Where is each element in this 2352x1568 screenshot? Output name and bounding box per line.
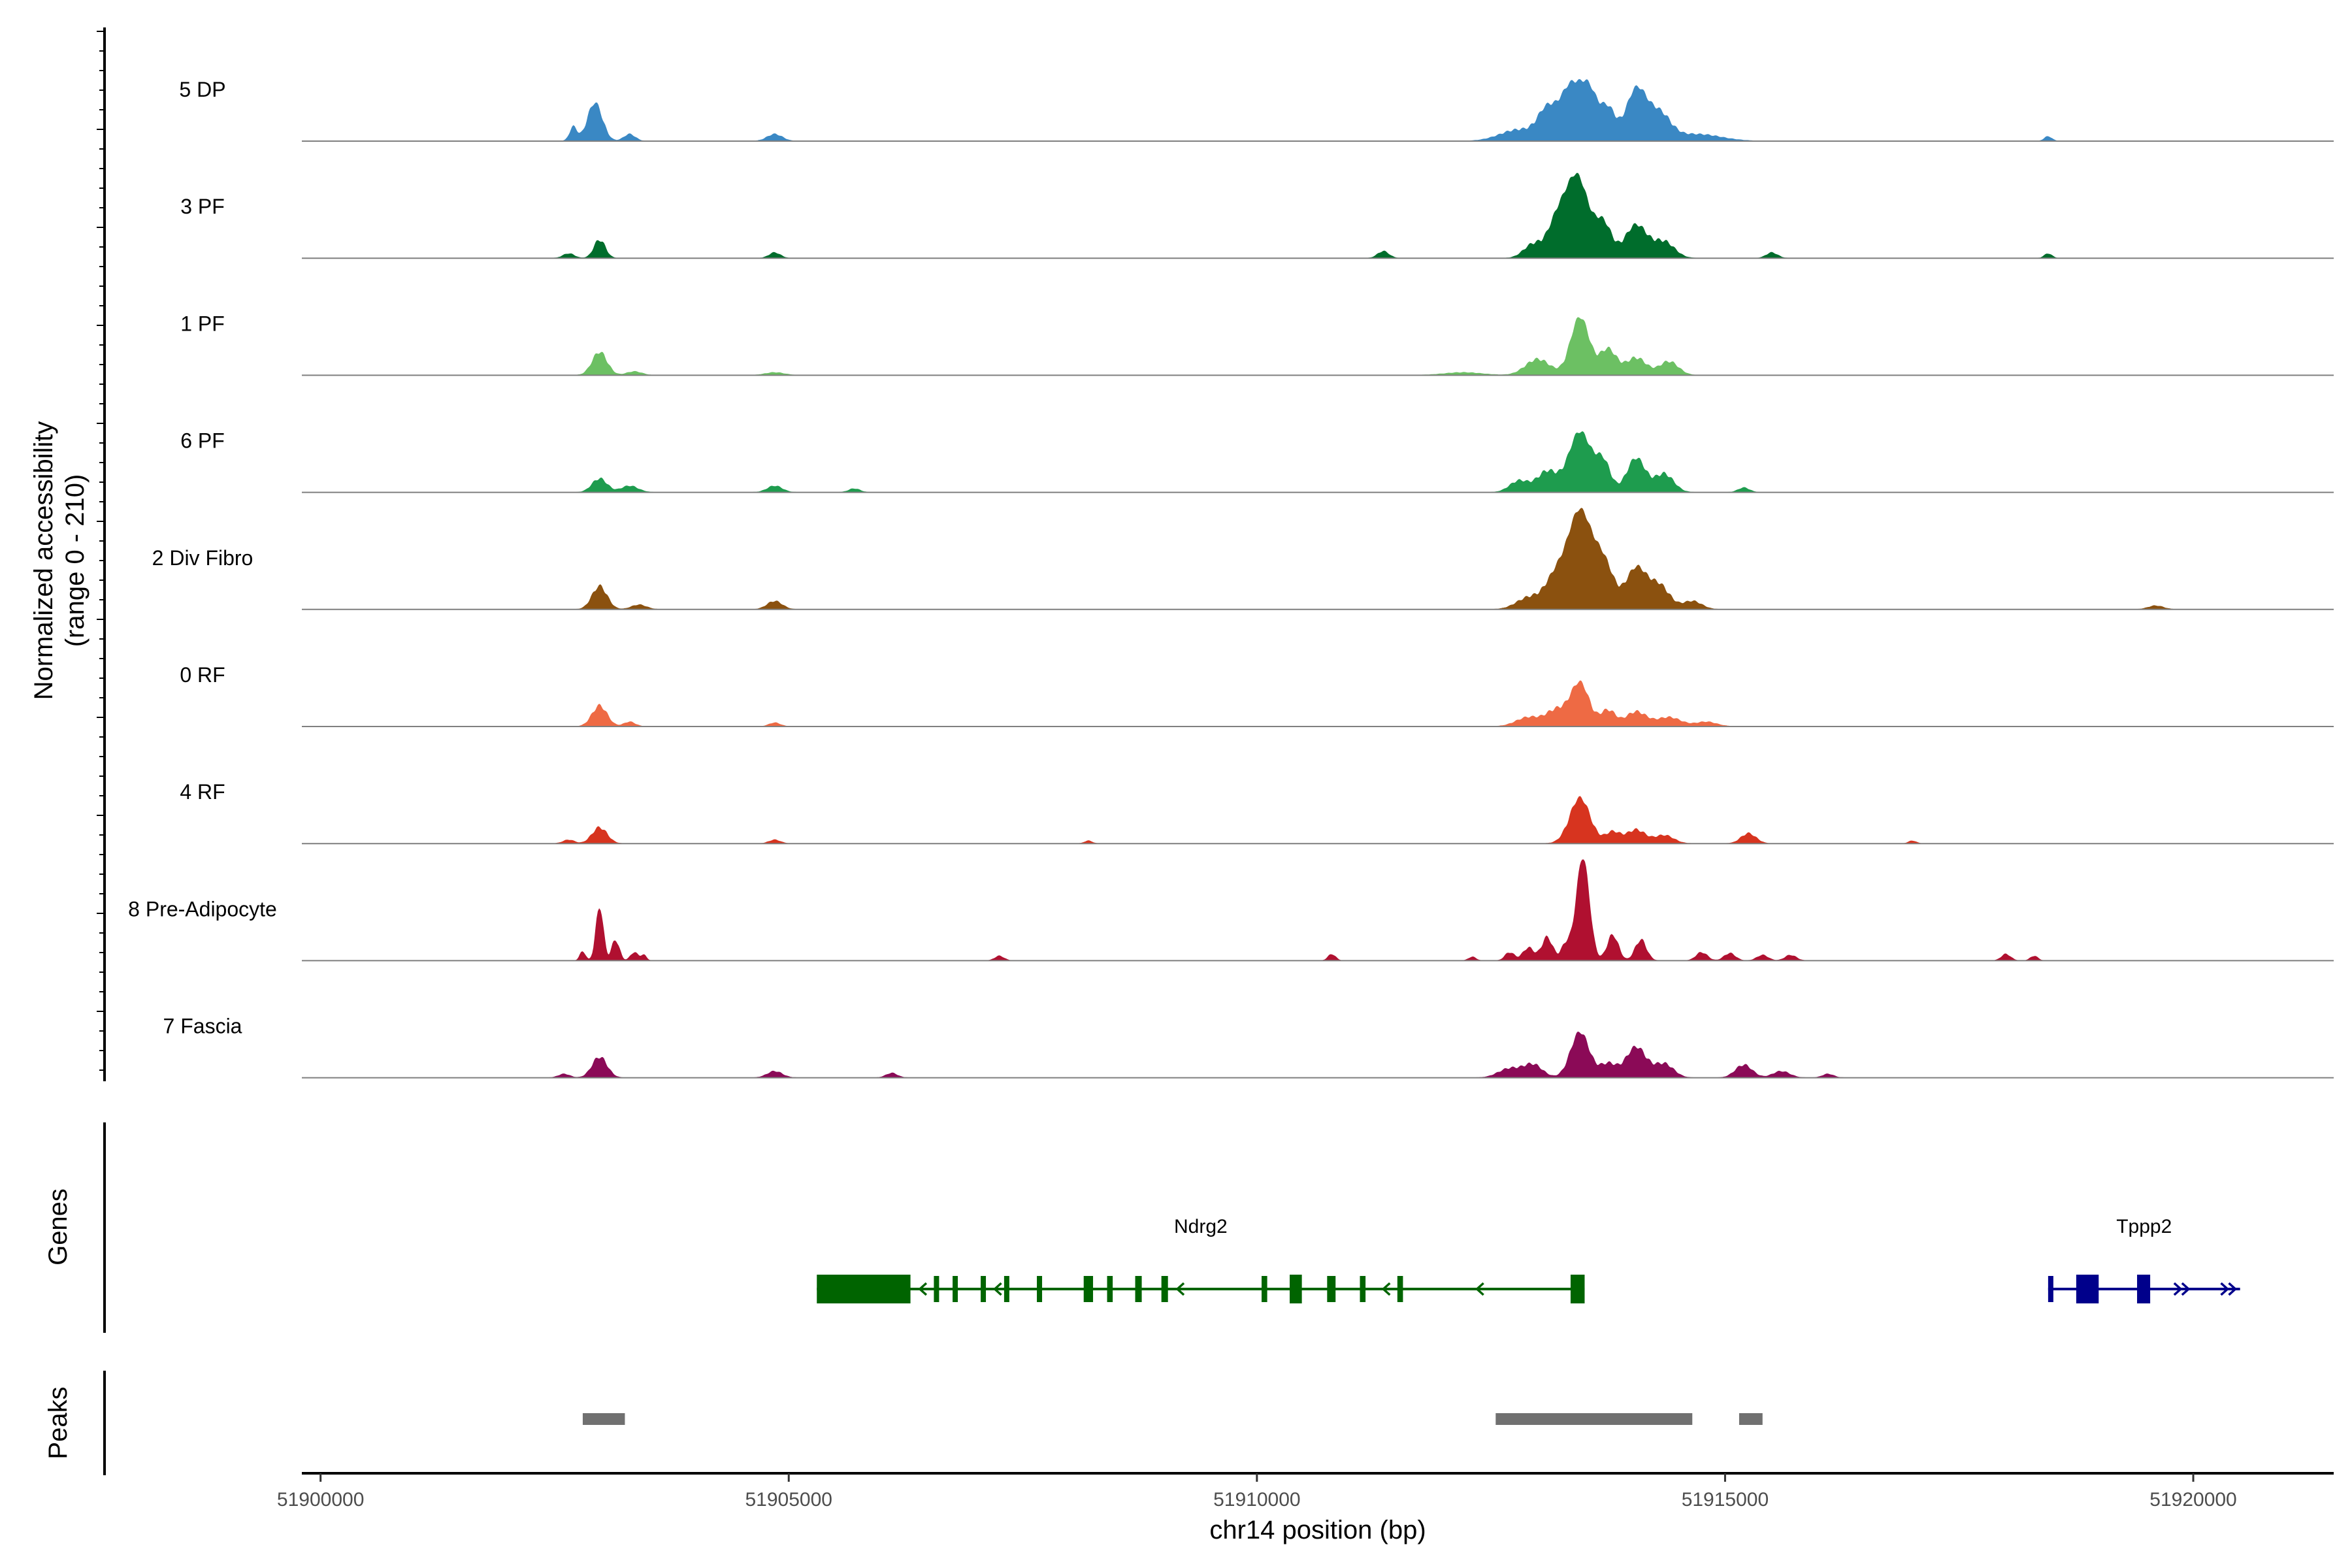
gene-exon [1161, 1276, 1168, 1302]
genes-panel-title: Genes [44, 1188, 73, 1266]
gene-exon [817, 1275, 911, 1303]
gene-exon [1262, 1276, 1267, 1302]
track-label: 0 RF [180, 663, 225, 687]
gene-strand-arrow [918, 1282, 928, 1296]
gene-exon [2076, 1275, 2099, 1303]
gene-strand-arrow [2173, 1282, 2183, 1296]
x-axis-ticks: 51900000 51905000 51910000 51915000 51920000 [277, 1473, 2237, 1511]
track-label: 4 RF [180, 780, 225, 804]
track-label: 3 PF [180, 195, 225, 218]
gene-exon [981, 1276, 987, 1302]
coverage-tracks: 5 DP 3 PF 1 PF 6 PF 2 Div Fibro 0 RF 4 RF 8 Pre… [128, 78, 2334, 1079]
gene-exon [1004, 1276, 1009, 1302]
gene-strand-arrow [2181, 1282, 2191, 1296]
gene-exon [1360, 1276, 1366, 1302]
gene-label: Tppp2 [2116, 1216, 2172, 1237]
gene-strand-arrow [2220, 1282, 2230, 1296]
coverage-area [320, 78, 2240, 142]
gene-strand-arrow [1381, 1282, 1391, 1296]
gene-ndrg2: Ndrg2 [817, 1216, 1585, 1303]
peak-region [1495, 1413, 1693, 1425]
gene-exon [1037, 1276, 1043, 1302]
track-1-pf: 1 PF [180, 312, 2334, 376]
coverage-area [320, 508, 2240, 610]
coverage-area [320, 317, 2240, 376]
y-axis-title-line2: (range 0 - 210) [61, 474, 90, 647]
x-tick-label: 51905000 [745, 1489, 832, 1511]
track-label: 2 Div Fibro [152, 546, 253, 570]
gene-exon [2048, 1276, 2053, 1302]
coverage-y-ticks [97, 31, 105, 1071]
coverage-area [320, 796, 2240, 844]
gene-exon [1327, 1276, 1336, 1302]
gene-exon [1083, 1276, 1094, 1302]
gene-exon [1107, 1276, 1113, 1302]
track-label: 8 Pre-Adipocyte [128, 897, 277, 921]
track-label: 5 DP [179, 78, 225, 101]
gene-strand-arrow [2228, 1282, 2238, 1296]
peaks-panel-title: Peaks [44, 1386, 73, 1459]
gene-label: Ndrg2 [1174, 1216, 1228, 1237]
coverage-area [320, 859, 2240, 961]
track-label: 6 PF [180, 429, 225, 453]
track-4-rf: 4 RF [180, 780, 2334, 845]
track-label: 7 Fascia [163, 1015, 242, 1038]
coverage-area [320, 1031, 2240, 1079]
x-axis-title: chr14 position (bp) [1209, 1516, 1426, 1544]
coverage-area [320, 172, 2240, 259]
track-2-div-fibro: 2 Div Fibro [152, 508, 2334, 610]
gene-exon [1135, 1276, 1142, 1302]
x-tick-label: 51920000 [2149, 1489, 2236, 1511]
y-axis-title-line1: Normalized accessibility [29, 421, 58, 700]
peak-region [582, 1413, 625, 1425]
track-8-pre-adipocyte: 8 Pre-Adipocyte [128, 859, 2334, 962]
gene-strand-arrow [1475, 1282, 1484, 1296]
x-tick-label: 51910000 [1213, 1489, 1300, 1511]
peak-region [1739, 1413, 1763, 1425]
track-0-rf: 0 RF [180, 663, 2334, 727]
gene-strand-arrow [992, 1282, 1002, 1296]
gene-strand-arrow [1175, 1282, 1185, 1296]
x-tick-label: 51900000 [277, 1489, 364, 1511]
coverage-area [320, 680, 2240, 727]
gene-exon [1397, 1276, 1403, 1302]
gene-exon [934, 1276, 939, 1302]
peak-regions [582, 1413, 1763, 1425]
gene-annotations: Ndrg2 Tppp2 [817, 1216, 2240, 1303]
gene-exon [953, 1276, 958, 1302]
coverage-area [320, 431, 2240, 493]
track-7-fascia: 7 Fascia [163, 1015, 2334, 1079]
gene-exon [1290, 1275, 1302, 1303]
x-tick-label: 51915000 [1682, 1489, 1769, 1511]
track-label: 1 PF [180, 312, 225, 335]
gene-tppp2: Tppp2 [2048, 1216, 2240, 1303]
track-3-pf: 3 PF [180, 172, 2334, 259]
track-6-pf: 6 PF [180, 429, 2334, 493]
gene-exon [2137, 1275, 2151, 1303]
track-5-dp: 5 DP [179, 78, 2334, 142]
gene-exon [1570, 1275, 1585, 1303]
